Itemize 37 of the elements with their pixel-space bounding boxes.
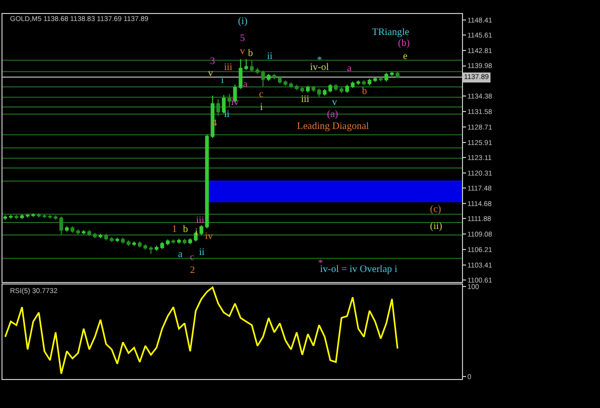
annotation: c [190, 252, 195, 263]
annotation: iii [301, 94, 310, 105]
annotation: a [347, 63, 352, 74]
annotation: i [221, 75, 224, 86]
annotation: v [240, 46, 245, 57]
annotation: 5 [240, 33, 245, 44]
annotation: (i) [238, 16, 248, 27]
annotation: v [208, 68, 213, 79]
annotation: iv-ol = iv Overlap i [320, 264, 398, 275]
annotation: iv [231, 97, 239, 108]
annotation: ii [224, 109, 230, 120]
annotation: e [403, 51, 408, 62]
annotation: (b) [398, 38, 410, 49]
annotation: (ii) [430, 221, 442, 232]
annotation: iii [196, 215, 205, 226]
annotation: iii [224, 62, 233, 73]
annotation: i [195, 227, 198, 238]
annotation: ii [199, 247, 205, 258]
annotation: (c) [430, 204, 442, 215]
annotation: iv [205, 231, 213, 242]
annotation: v [332, 97, 337, 108]
annotation: * [318, 258, 323, 269]
annotation: 4 [212, 118, 217, 129]
annotation: b [183, 224, 188, 235]
annotation: (a) [327, 109, 338, 120]
annotation: a [243, 79, 248, 90]
annotation: Leading Diagonal [297, 121, 370, 132]
annotation: TRiangle [372, 27, 410, 38]
annotation: 2 [190, 265, 195, 276]
annotation: 3 [210, 56, 215, 67]
annotation: 1 [172, 224, 177, 235]
annotation: ii [267, 51, 273, 62]
annotation: a [178, 249, 183, 260]
annotation: b [362, 86, 367, 97]
annotation: c [259, 89, 264, 100]
annotation: i [260, 102, 263, 113]
annotation: b [248, 48, 253, 59]
